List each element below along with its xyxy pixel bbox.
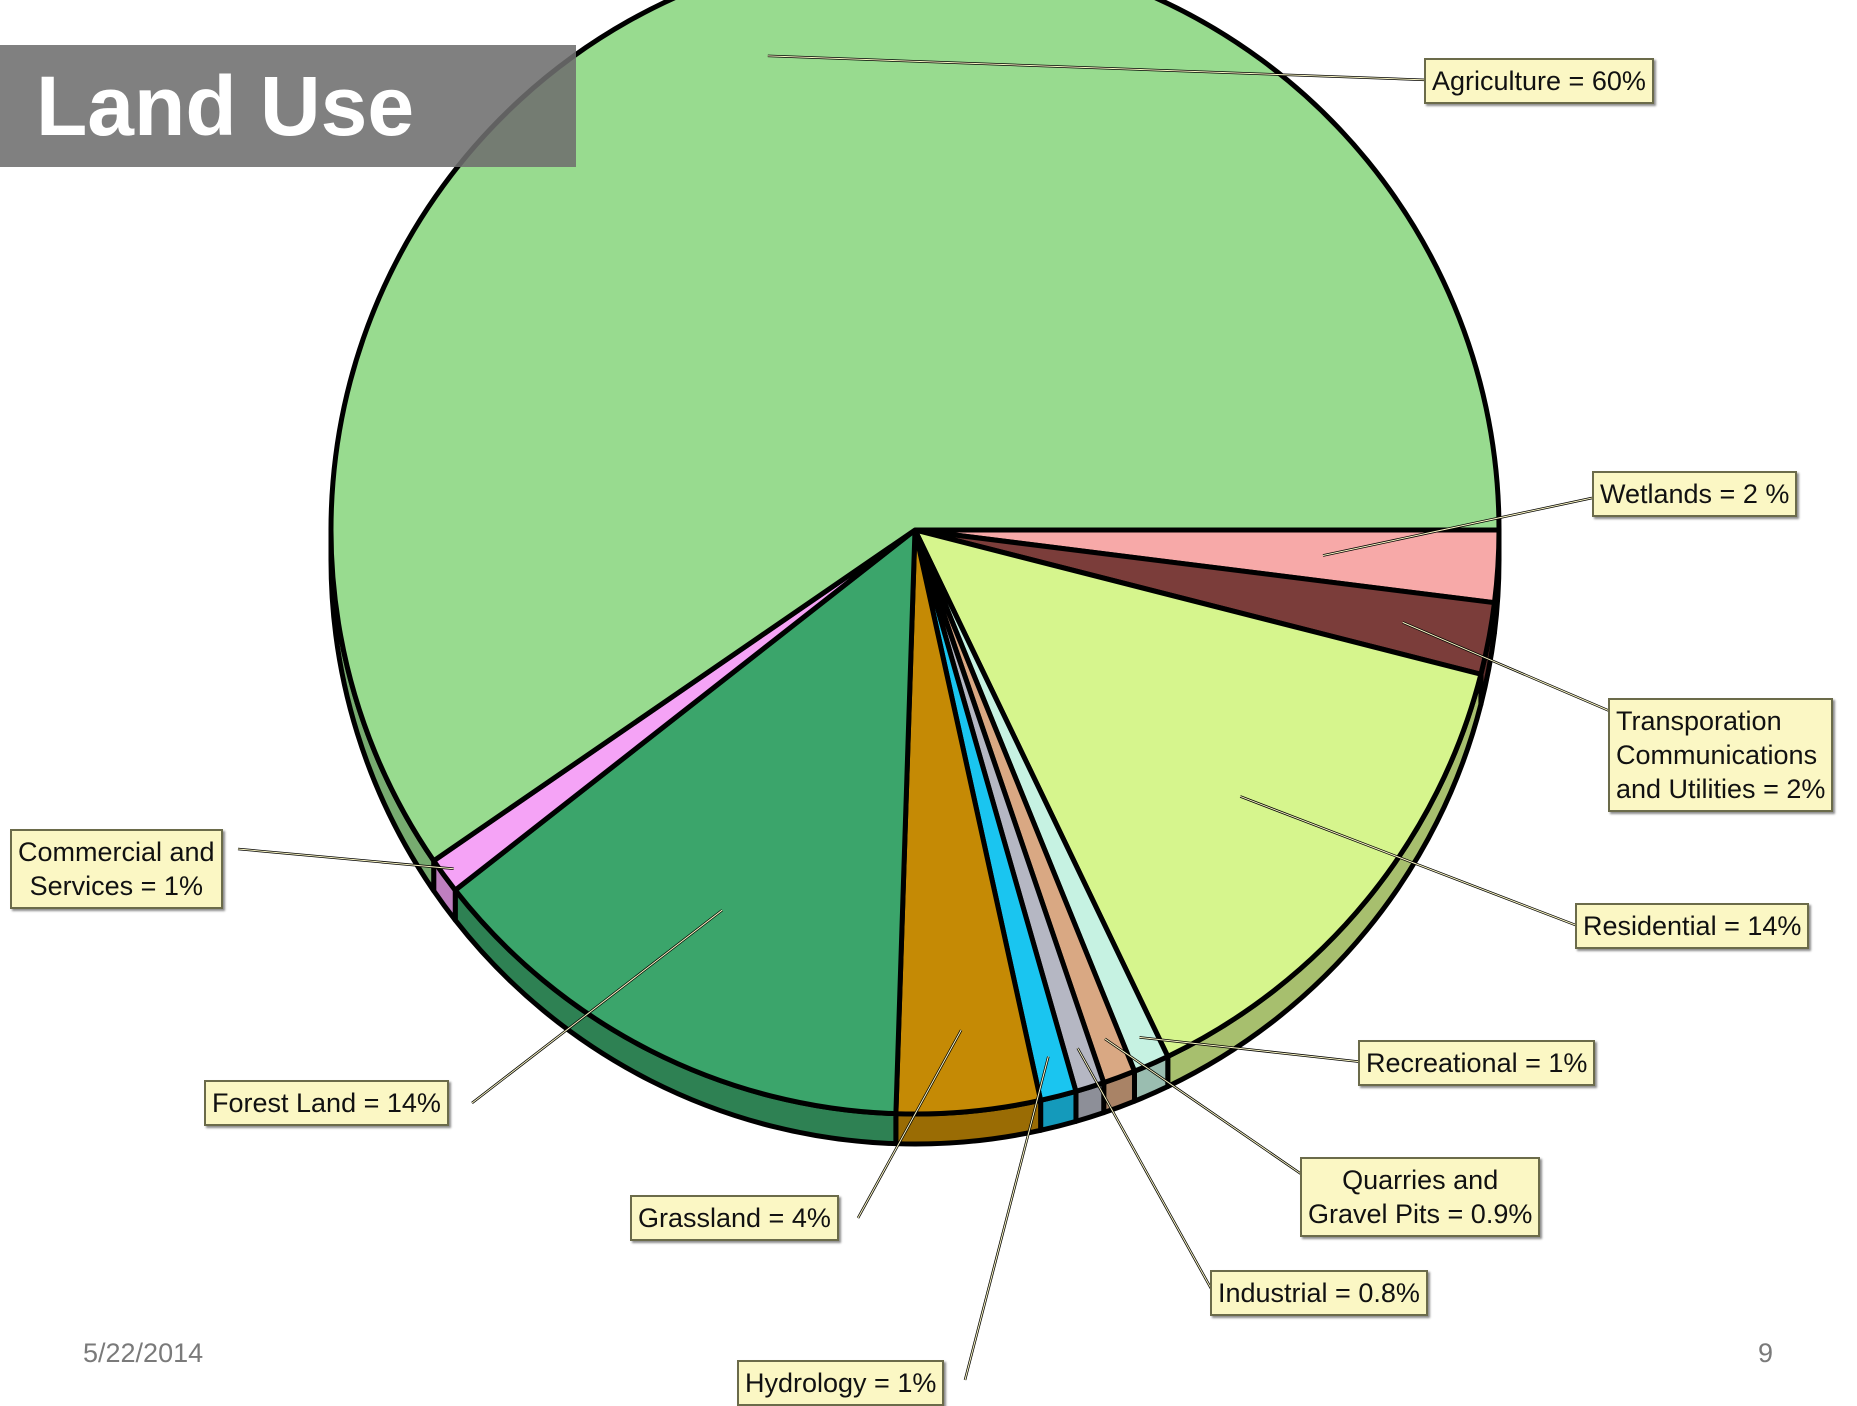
leader-line-highlight-transporation-communications-and-utilities [1402, 621, 1613, 713]
data-label-quarries-and-gravel-pits: Quarries and Gravel Pits = 0.9% [1300, 1157, 1541, 1237]
data-label-recreational: Recreational = 1% [1358, 1040, 1596, 1086]
leader-line-highlight-commercial-and-services [237, 848, 454, 870]
data-label-commercial-and-services: Commercial and Services = 1% [10, 829, 223, 909]
data-label-forest-land: Forest Land = 14% [204, 1080, 449, 1126]
slide-page-number: 9 [1757, 1338, 1773, 1368]
data-label-hydrology: Hydrology = 1% [737, 1360, 945, 1406]
leader-line-highlight-quarries-and-gravel-pits [1104, 1038, 1305, 1177]
leader-line-highlight-hydrology [964, 1056, 1049, 1381]
leader-line-highlight-forest-land [471, 909, 723, 1104]
slide-title: Land Use [36, 59, 415, 153]
slide-date: 5/22/2014 [83, 1338, 204, 1368]
data-label-wetlands: Wetlands = 2 % [1592, 471, 1798, 517]
title-band: Land Use [0, 45, 576, 167]
data-label-agriculture: Agriculture = 60% [1424, 58, 1654, 104]
leader-line-highlight-residential [1240, 795, 1579, 927]
leader-line-highlight-recreational [1139, 1036, 1363, 1063]
leader-line-highlight-wetlands [1322, 497, 1593, 556]
leader-line-highlight-agriculture [767, 55, 1429, 81]
leader-line-highlight-grassland [857, 1029, 962, 1219]
data-label-transporation-communications-and-utilities: Transporation Communications and Utiliti… [1608, 698, 1834, 812]
pie-slice-forest-land [452, 527, 918, 1117]
pie-slice-agriculture [328, 0, 1502, 864]
data-label-industrial: Industrial = 0.8% [1210, 1270, 1428, 1316]
leader-line-highlight-industrial [1077, 1047, 1214, 1293]
data-label-residential: Residential = 14% [1575, 903, 1810, 949]
pie-slice-residential [912, 527, 1484, 1059]
data-label-grassland: Grassland = 4% [630, 1195, 839, 1241]
